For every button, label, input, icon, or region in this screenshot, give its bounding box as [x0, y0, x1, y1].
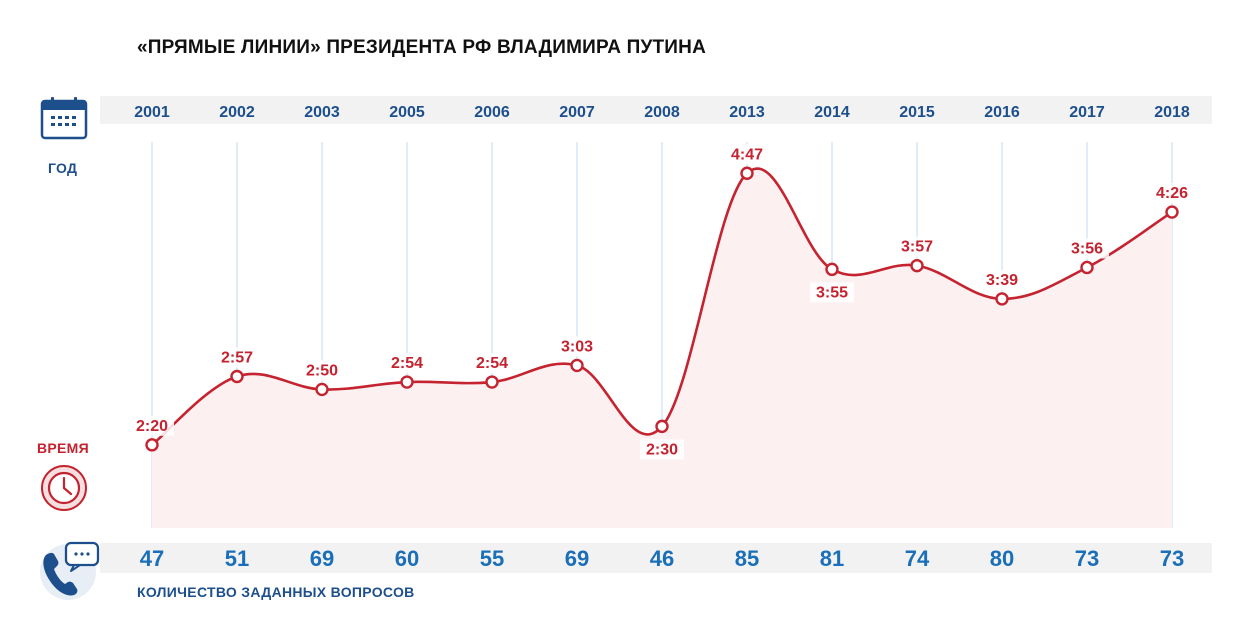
year-tick: 2018 [1154, 104, 1190, 121]
year-tick: 2013 [729, 104, 765, 121]
time-point [655, 419, 669, 434]
time-data-label: 3:03 [561, 338, 593, 355]
time-data-label: 2:50 [306, 362, 338, 379]
time-point [1080, 260, 1094, 275]
questions-label: КОЛИЧЕСТВО ЗАДАННЫХ ВОПРОСОВ [137, 584, 415, 600]
time-data-label: 3:39 [986, 272, 1018, 289]
count-band [100, 543, 1212, 573]
year-tick: 2015 [899, 104, 935, 121]
year-tick: 2006 [474, 104, 510, 121]
question-count: 46 [650, 546, 674, 571]
time-label-bg [385, 353, 429, 374]
time-data-label: 2:57 [221, 349, 253, 366]
question-counts: 47 51 69 60 55 69 46 85 81 74 80 73 73 [140, 546, 1184, 571]
question-count: 80 [990, 546, 1014, 571]
year-ticks: 2001 2002 2003 2005 2006 2007 2008 2013 2014 2015… [134, 104, 1190, 121]
question-count: 55 [480, 546, 504, 571]
time-points [145, 166, 1179, 452]
year-tick: 2002 [219, 104, 255, 121]
time-point [910, 258, 924, 273]
time-point [145, 438, 159, 452]
time-label-bg [895, 236, 939, 257]
time-label-bg [980, 269, 1024, 290]
year-tick: 2005 [389, 104, 425, 121]
question-count: 81 [820, 546, 844, 571]
year-label: ГОД [48, 160, 78, 176]
question-count: 47 [140, 546, 164, 571]
time-label-bg [640, 439, 684, 460]
time-point [315, 382, 329, 397]
question-count: 85 [735, 546, 759, 571]
year-tick: 2017 [1069, 104, 1105, 121]
time-label-bg [725, 144, 769, 165]
time-data-label: 3:57 [901, 239, 933, 256]
question-count: 60 [395, 546, 419, 571]
time-point [400, 375, 414, 389]
page-title: «ПРЯМЫЕ ЛИНИИ» ПРЕЗИДЕНТА РФ ВЛАДИМИРА П… [137, 37, 707, 58]
time-data-label: 2:54 [476, 355, 508, 372]
time-label-bg [300, 360, 344, 381]
question-count: 74 [905, 546, 930, 571]
time-label-bg [1150, 183, 1194, 204]
time-data-label: 4:47 [731, 146, 763, 163]
question-count: 51 [225, 546, 249, 571]
time-label-bg [810, 282, 854, 303]
time-label-bg [470, 353, 514, 374]
time-point [485, 375, 499, 389]
time-label-bg [130, 415, 174, 436]
time-label-bg [555, 336, 599, 357]
clock-icon [41, 465, 87, 511]
time-data-label: 4:26 [1156, 185, 1188, 202]
question-count: 73 [1075, 546, 1099, 571]
time-labels: 2:20 2:57 2:50 2:54 2:54 3:03 2:30 4:47 3:55 3:57… [130, 144, 1194, 460]
time-point [740, 166, 754, 180]
phone-chat-icon [40, 541, 100, 600]
time-point [825, 262, 839, 277]
time-data-label: 2:20 [136, 418, 168, 435]
time-point [1165, 205, 1179, 219]
year-tick: 2003 [304, 104, 340, 121]
question-count: 69 [310, 546, 334, 571]
time-point [995, 292, 1009, 306]
time-data-label: 2:30 [646, 441, 678, 458]
time-label: ВРЕМЯ [37, 440, 90, 456]
time-line [151, 167, 1173, 446]
year-tick: 2016 [984, 104, 1020, 121]
time-data-label: 3:56 [1071, 240, 1103, 257]
question-count: 69 [565, 546, 589, 571]
calendar-icon [40, 97, 88, 140]
time-label-bg [215, 347, 259, 368]
year-tick: 2008 [644, 104, 680, 121]
year-tick: 2014 [814, 104, 850, 121]
time-data-label: 3:55 [816, 284, 848, 301]
time-data-label: 2:54 [391, 355, 423, 372]
year-band [100, 96, 1212, 124]
time-point [570, 358, 584, 373]
time-label-bg [1065, 238, 1109, 259]
time-area [152, 168, 1172, 529]
time-point [230, 369, 244, 384]
year-tick: 2007 [559, 104, 595, 121]
year-tick: 2001 [134, 104, 170, 121]
question-count: 73 [1160, 546, 1184, 571]
